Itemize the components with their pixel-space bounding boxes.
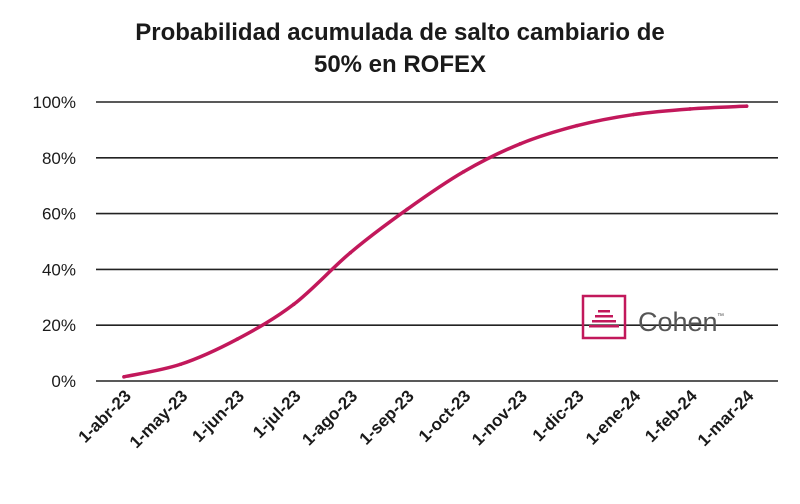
x-tick-label: 1-mar-24 [694,386,758,450]
series-layer [122,104,749,379]
y-tick-label: 0% [51,372,76,391]
cohen-logo: Cohen ™ [581,294,724,340]
chart-subtitle: 50% en ROFEX [314,51,486,78]
x-tick-label: 1-ago-23 [298,386,361,449]
logo-text: Cohen [638,307,718,337]
chart-title: Probabilidad acumulada de salto cambiari… [135,19,664,46]
data-point [631,112,636,117]
x-tick-label: 1-jun-23 [188,386,248,446]
logo-frame [581,294,627,340]
logo-stairs-icon [589,310,619,328]
data-point [122,375,126,379]
gridlines [96,101,778,382]
data-point [744,104,749,108]
data-point [461,169,466,174]
data-point [518,142,522,146]
logo-tm: ™ [717,313,724,320]
y-tick-label: 100% [33,93,76,112]
x-tick-label: 1-feb-24 [641,386,701,446]
data-point [178,362,183,367]
x-tick-label: 1-sep-23 [356,386,418,448]
y-tick-label: 40% [42,260,76,279]
y-axis-ticks: 0% 20% 40% 60% 80% 100% [33,93,76,391]
data-point [688,107,692,111]
y-tick-label: 80% [42,149,76,168]
data-point [348,250,353,255]
data-point [575,123,579,128]
data-point [235,337,239,341]
x-tick-label: 1-may-23 [126,386,192,452]
x-tick-label: 1-ene-24 [582,386,645,449]
data-point [292,302,296,307]
x-axis-ticks: 1-abr-231-may-231-jun-23 1-jul-231-ago-23… [75,386,758,452]
data-point [405,207,409,212]
x-tick-label: 1-oct-23 [415,386,475,446]
y-tick-label: 20% [42,316,76,335]
x-tick-label: 1-nov-23 [468,386,531,449]
x-tick-label: 1-jul-23 [249,386,305,442]
x-tick-label: 1-dic-23 [529,386,588,445]
y-tick-label: 60% [42,205,76,224]
